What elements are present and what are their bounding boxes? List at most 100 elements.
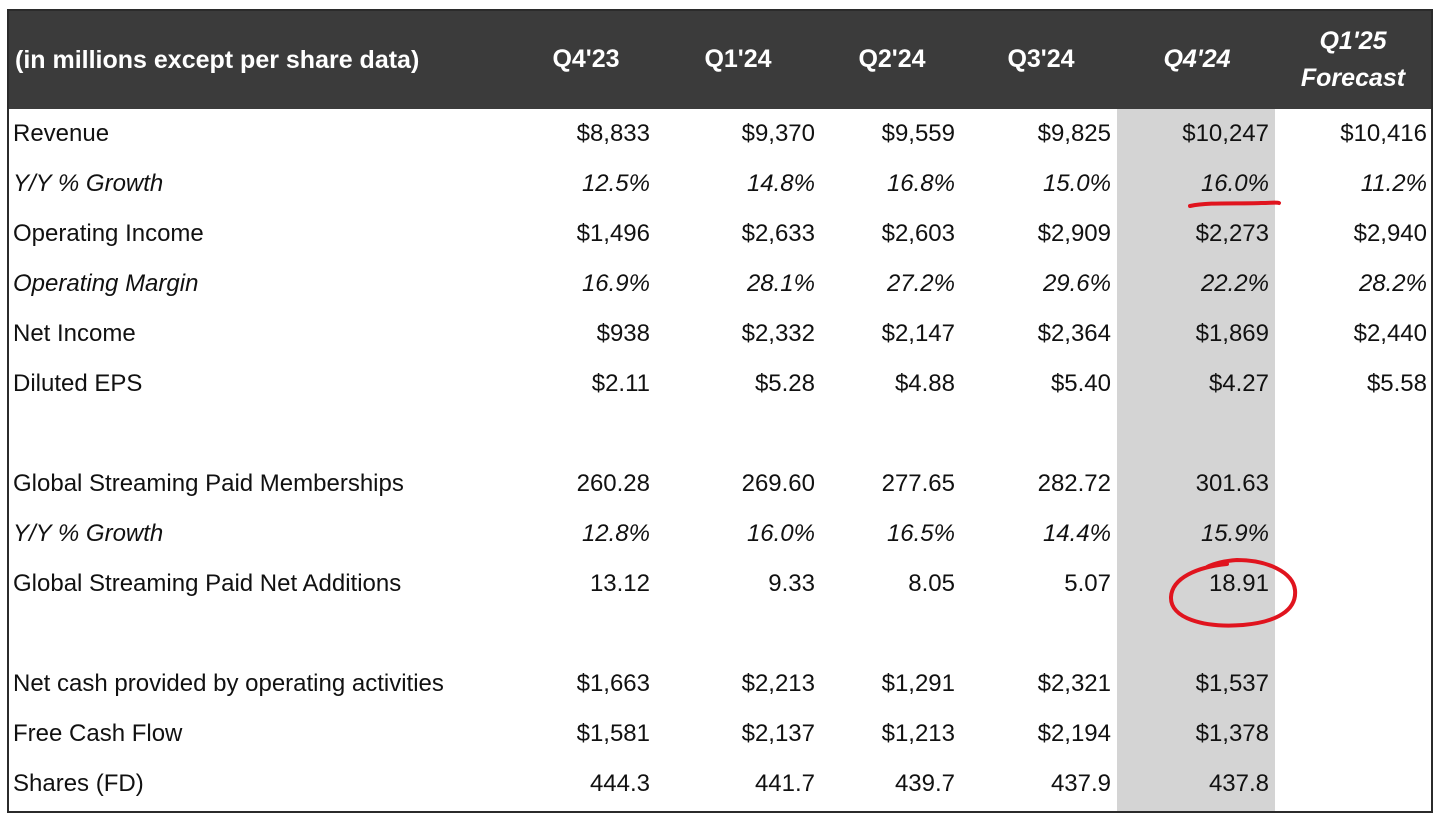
table-cell: 269.60 <box>741 470 815 497</box>
table-cell: $9,559 <box>881 120 955 147</box>
column-header-line2: Forecast <box>1300 64 1406 92</box>
table-cell: $8,833 <box>576 120 650 147</box>
table-cell <box>1227 409 1427 459</box>
table-cell: 12.8% <box>581 520 650 547</box>
row-label: Shares (FD) <box>13 770 144 797</box>
table-cell: $2,909 <box>1037 220 1111 247</box>
table-cell: $9,370 <box>741 120 815 147</box>
table-cell: $1,581 <box>576 720 650 747</box>
table-row: Y/Y % Growth 12.5% 14.8% 16.8% 15.0% 16.0% 11.… <box>9 159 1431 209</box>
table-cell: $2,633 <box>741 220 815 247</box>
table-cell <box>1227 509 1427 559</box>
table-cell: $1,869 <box>1195 320 1269 347</box>
row-label: Operating Income <box>13 220 204 247</box>
column-header-line1: Q2'24 <box>858 45 926 74</box>
table-cell: $4.27 <box>1208 370 1269 397</box>
table-cell: 29.6% <box>1042 270 1111 297</box>
table-cell: 277.65 <box>881 470 955 497</box>
table-cell: 437.8 <box>1208 770 1269 797</box>
row-label: Global Streaming Paid Net Additions <box>13 570 402 597</box>
table-cell: 22.2% <box>1200 270 1269 297</box>
row-label: Free Cash Flow <box>13 720 183 747</box>
table-cell: $2,332 <box>741 320 815 347</box>
table-cell: $5.28 <box>754 370 815 397</box>
table-cell <box>1227 709 1427 759</box>
table-cell: 11.2% <box>1360 170 1427 197</box>
table-row <box>9 609 1431 659</box>
row-label: Global Streaming Paid Memberships <box>13 470 404 497</box>
table-row: Diluted EPS $2.11 $5.28 $4.88 $5.40 $4.27 $5.5… <box>9 359 1431 409</box>
table-cell: 5.07 <box>1064 570 1111 597</box>
table-cell: 12.5% <box>581 170 650 197</box>
column-header-4: Q4'24 <box>1107 11 1287 109</box>
table-cell: 15.9% <box>1200 520 1269 547</box>
table-cell <box>1227 459 1427 509</box>
table-cell: 16.9% <box>581 270 650 297</box>
column-header-1: Q1'24 <box>648 11 828 109</box>
table-cell: $2,194 <box>1037 720 1111 747</box>
column-header-3: Q3'24 <box>951 11 1131 109</box>
row-label: Net Income <box>13 320 136 347</box>
table-cell: $1,378 <box>1195 720 1269 747</box>
highlighted-column-q4-24 <box>1117 109 1275 811</box>
column-header-line1: Q4'24 <box>1163 45 1231 74</box>
header-corner-label: (in millions except per share data) <box>15 45 420 74</box>
column-header-line1: Q4'23 <box>552 45 620 74</box>
table-cell: 282.72 <box>1037 470 1111 497</box>
table-row: Revenue $8,833 $9,370 $9,559 $9,825 $10,247 $1… <box>9 109 1431 159</box>
table-cell: $938 <box>596 320 650 347</box>
table-cell <box>1227 659 1427 709</box>
financial-table: (in millions except per share data) Q4'2… <box>7 9 1433 813</box>
table-cell <box>1227 759 1427 809</box>
table-cell: 8.05 <box>908 570 955 597</box>
column-header-line1: Q3'24 <box>1007 45 1075 74</box>
table-header: (in millions except per share data) Q4'2… <box>9 11 1431 109</box>
table-cell <box>1227 609 1427 659</box>
table-cell: $2.11 <box>591 370 650 397</box>
row-label: Diluted EPS <box>13 370 143 397</box>
table-cell: 16.5% <box>886 520 955 547</box>
table-cell: $5.40 <box>1050 370 1111 397</box>
table-cell: $2,940 <box>1353 220 1427 247</box>
table-row: Net Income $938 $2,332 $2,147 $2,364 $1,869 $2… <box>9 309 1431 359</box>
table-cell: 444.3 <box>589 770 650 797</box>
table-cell: $2,213 <box>741 670 815 697</box>
table-cell: 16.0% <box>746 520 815 547</box>
column-header-5: Q1'25 Forecast <box>1263 11 1431 109</box>
table-row: Operating Income $1,496 $2,633 $2,603 $2,909… <box>9 209 1431 259</box>
table-cell: 439.7 <box>894 770 955 797</box>
table-cell: $2,321 <box>1037 670 1111 697</box>
table-row: Y/Y % Growth 12.8% 16.0% 16.5% 14.4% 15.9% <box>9 509 1431 559</box>
table-cell: 16.0% <box>1200 170 1269 197</box>
table-cell: $1,496 <box>576 220 650 247</box>
column-header-line1: Q1'24 <box>704 45 772 74</box>
table-cell: $1,537 <box>1195 670 1269 697</box>
row-label: Net cash provided by operating activitie… <box>13 670 444 697</box>
table-cell: 28.2% <box>1358 270 1427 297</box>
table-cell: 260.28 <box>576 470 650 497</box>
table-cell: $9,825 <box>1037 120 1111 147</box>
table-cell: 437.9 <box>1050 770 1111 797</box>
table-cell: 27.2% <box>886 270 955 297</box>
table-cell: 13.12 <box>589 570 650 597</box>
row-label: Operating Margin <box>13 270 199 297</box>
table-row: Global Streaming Paid Net Additions 13.12… <box>9 559 1431 609</box>
table-cell: $2,440 <box>1353 320 1427 347</box>
table-cell: $1,291 <box>881 670 955 697</box>
table-cell: $10,247 <box>1182 120 1269 147</box>
table-cell: $2,364 <box>1037 320 1111 347</box>
row-label: Y/Y % Growth <box>13 170 164 197</box>
table-cell: $10,416 <box>1340 120 1427 147</box>
column-header-0: Q4'23 <box>496 11 676 109</box>
row-label: Revenue <box>13 120 110 147</box>
table-cell: 15.0% <box>1042 170 1111 197</box>
table-cell: $2,147 <box>881 320 955 347</box>
table-cell: $1,663 <box>576 670 650 697</box>
table-row <box>9 409 1431 459</box>
table-cell: $1,213 <box>881 720 955 747</box>
table-row: Shares (FD) 444.3 441.7 439.7 437.9 437.8 <box>9 759 1431 809</box>
table-cell: 16.8% <box>886 170 955 197</box>
table-cell <box>1227 559 1427 609</box>
table-cell: 9.33 <box>768 570 815 597</box>
column-header-2: Q2'24 <box>802 11 982 109</box>
